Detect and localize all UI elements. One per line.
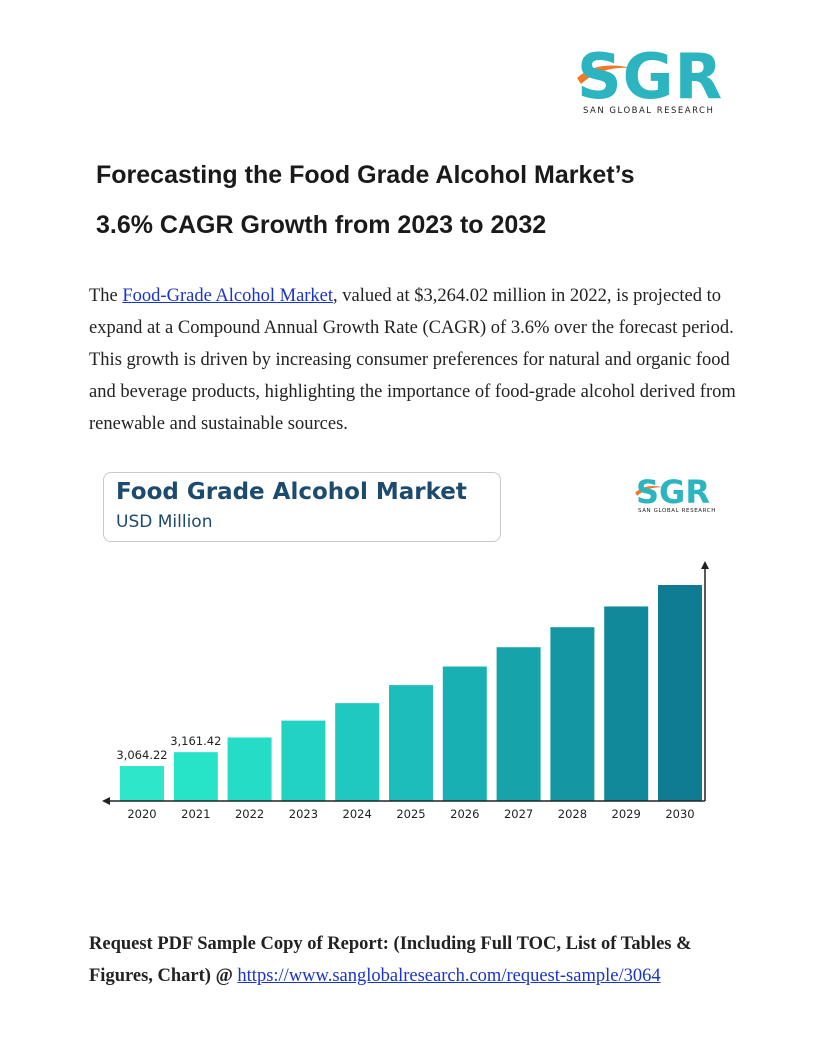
data-label-2021: 3,161.42: [170, 734, 221, 748]
logo-letters: SGR: [577, 40, 724, 113]
bar-2026: [442, 666, 487, 801]
x-tick-label: 2028: [558, 807, 587, 821]
x-tick-label: 2030: [665, 807, 694, 821]
x-tick-label: 2027: [504, 807, 533, 821]
bar-2027: [496, 647, 541, 801]
x-tick-label: 2025: [396, 807, 425, 821]
bar-2023: [281, 720, 326, 801]
x-tick-label: 2021: [181, 807, 210, 821]
title-line-1: Forecasting the Food Grade Alcohol Marke…: [96, 161, 635, 189]
y-axis-arrow-icon: [701, 561, 709, 569]
x-tick-label: 2026: [450, 807, 479, 821]
chart-logo-swoosh-path: [635, 486, 664, 496]
chart-title-card: Food Grade Alcohol Market USD Million: [103, 472, 501, 542]
request-text: Request PDF Sample Copy of Report: (Incl…: [89, 934, 692, 986]
bar-2030: [658, 585, 702, 801]
labels-group: 2020 3,064.22 2021 3,161.42 2022 2023 2024 2025…: [116, 734, 694, 821]
request-sample-link[interactable]: https://www.sanglobalresearch.com/reques…: [237, 966, 661, 986]
x-tick-label: 2022: [235, 807, 264, 821]
bar-chart: 2020 3,064.22 2021 3,161.42 2022 2023 2024 2025…: [102, 561, 709, 821]
bar-2021: [173, 752, 218, 801]
intro-paragraph: The Food-Grade Alcohol Market, valued at…: [89, 280, 739, 440]
bars-group: [120, 585, 702, 801]
intro-post-link: , valued at $3,264.02 million in 2022, i…: [89, 286, 736, 434]
chart-sgr-logo: SGR SAN GLOBAL RESEARCH: [635, 473, 716, 520]
chart-logo-swoosh-icon: [635, 486, 664, 496]
bar-2029: [604, 606, 649, 801]
x-tick-label: 2020: [127, 807, 156, 821]
bar-2025: [389, 685, 433, 801]
request-paragraph: Request PDF Sample Copy of Report: (Incl…: [89, 928, 739, 992]
bar-2020: [120, 766, 164, 801]
page-title: Forecasting the Food Grade Alcohol Marke…: [96, 150, 756, 250]
chart-logo-tagline: SAN GLOBAL RESEARCH: [638, 508, 716, 514]
title-line-2: 3.6% CAGR Growth from 2023 to 2032: [96, 211, 547, 239]
bar-2022: [227, 737, 272, 801]
chart-logo-letters: SGR: [636, 473, 710, 511]
market-link[interactable]: Food-Grade Alcohol Market: [122, 286, 334, 306]
logo-tagline: SAN GLOBAL RESEARCH: [583, 106, 715, 116]
intro-pre-link: The: [89, 286, 123, 306]
sgr-logo: SGR SAN GLOBAL RESEARCH: [577, 46, 722, 118]
chart-title: Food Grade Alcohol Market: [116, 479, 467, 505]
x-tick-label: 2024: [343, 807, 372, 821]
chart-subtitle: USD Million: [116, 512, 213, 532]
bar-2028: [550, 627, 595, 801]
x-axis-arrow-icon: [102, 797, 110, 805]
logo-swoosh-path: [577, 65, 631, 84]
bar-2024: [335, 703, 380, 801]
data-label-2020: 3,064.22: [116, 748, 167, 762]
x-tick-label: 2023: [289, 807, 318, 821]
x-tick-label: 2029: [612, 807, 641, 821]
logo-swoosh-icon: [577, 65, 631, 84]
